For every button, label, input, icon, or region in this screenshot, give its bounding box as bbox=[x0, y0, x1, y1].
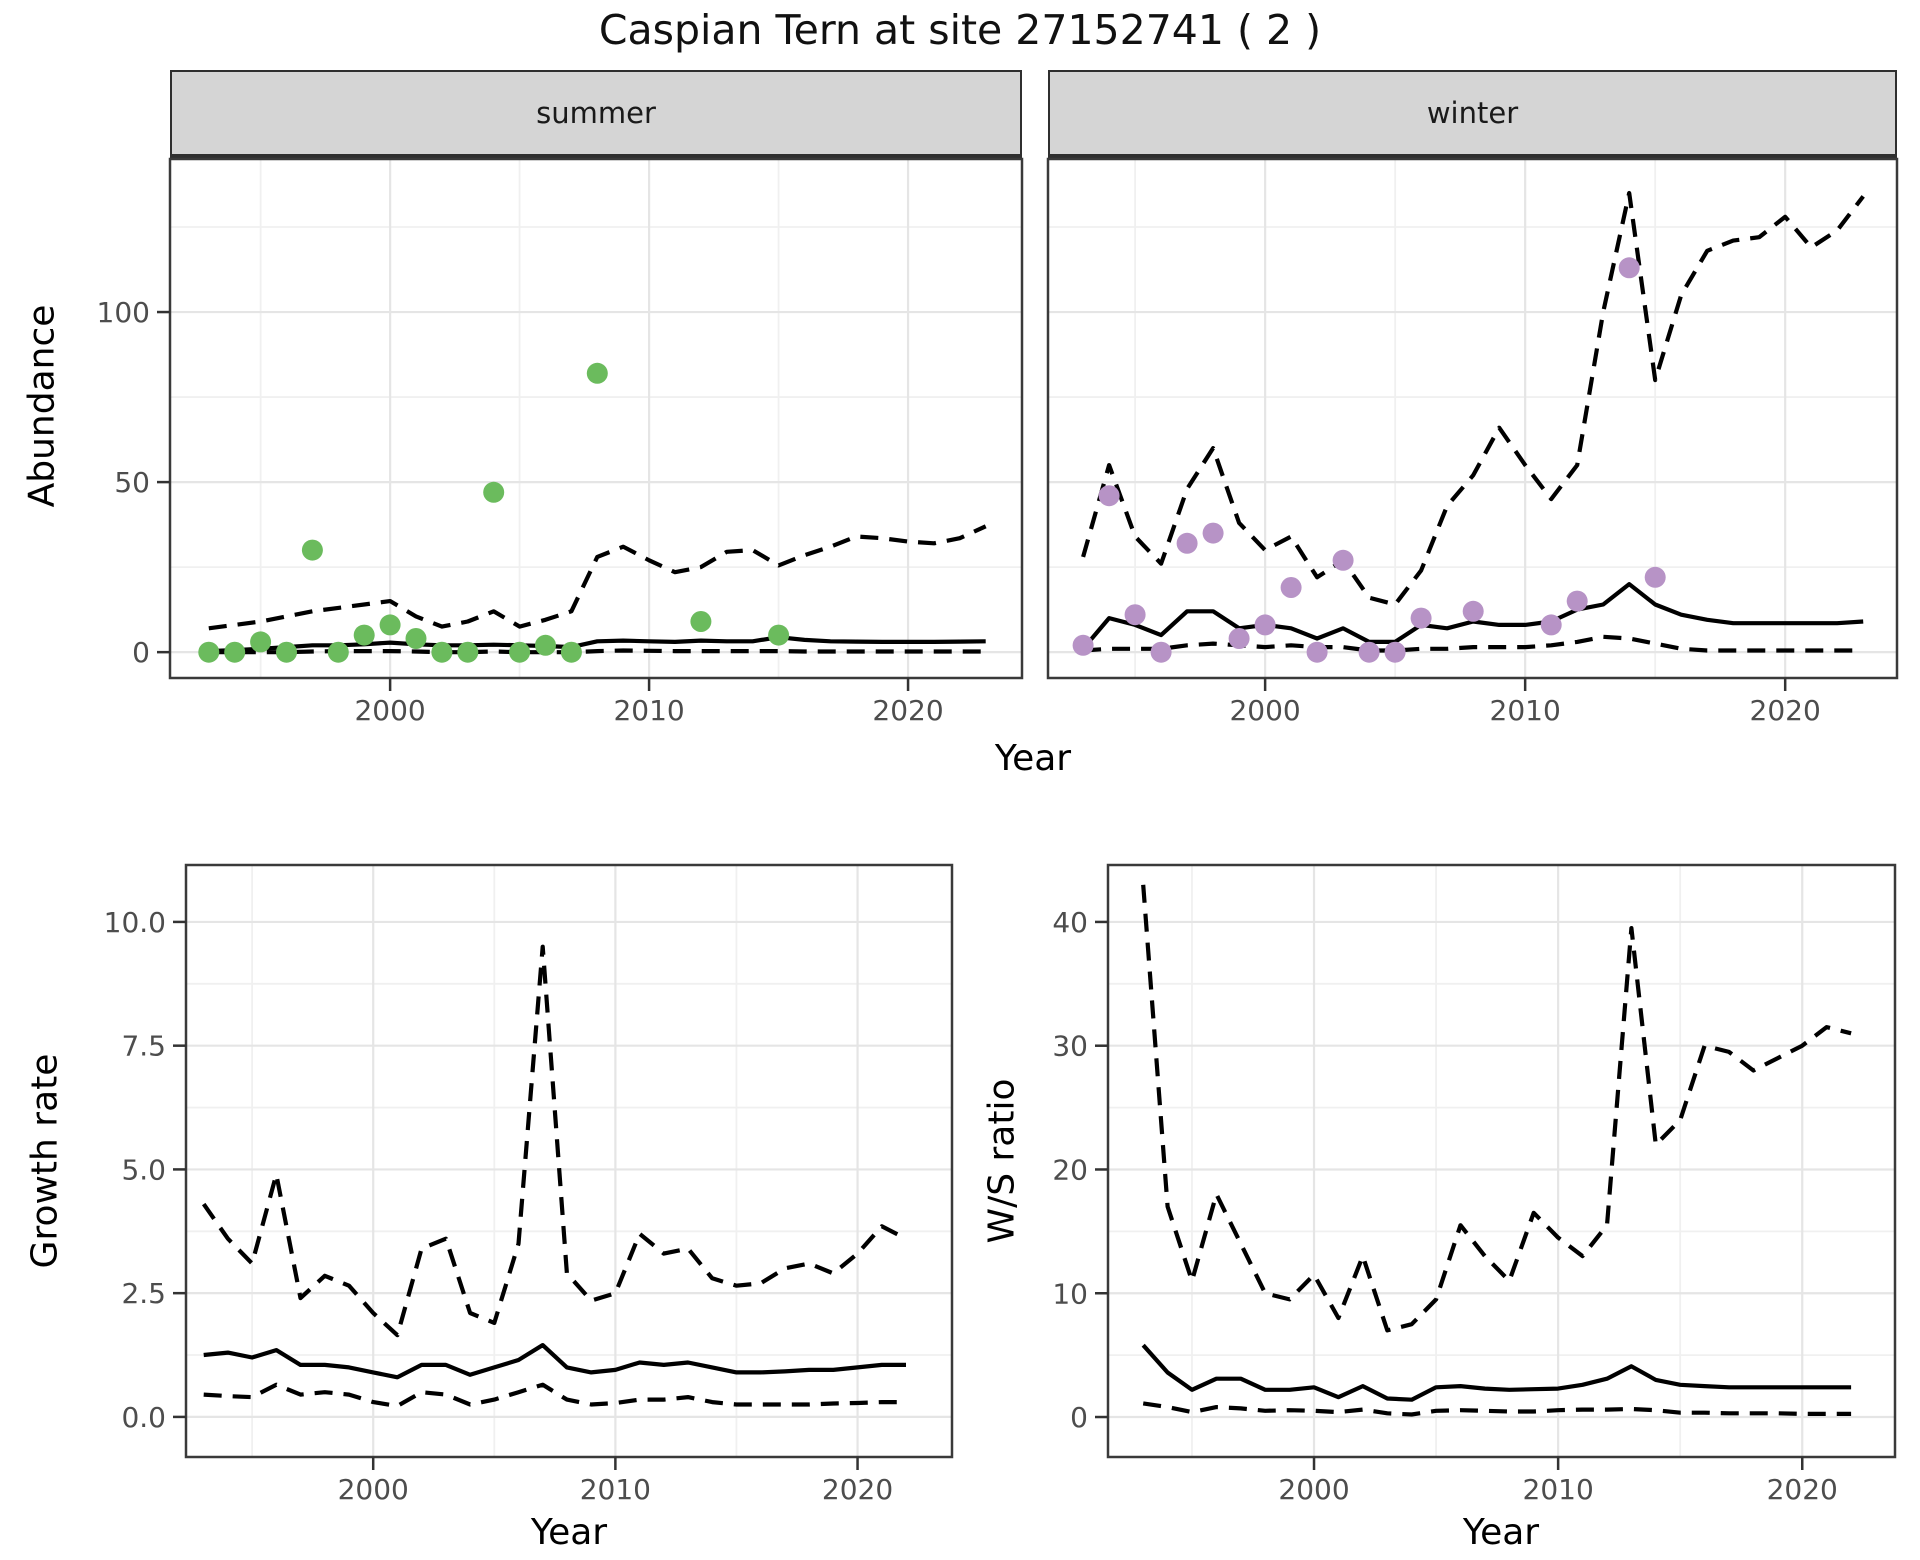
data-point bbox=[250, 631, 272, 653]
data-point bbox=[483, 481, 505, 503]
series-lower-ci bbox=[1142, 1401, 1852, 1417]
y-tick-label: 40 bbox=[1052, 906, 1088, 939]
data-point bbox=[353, 624, 375, 646]
data-point bbox=[1462, 600, 1484, 622]
panel-background bbox=[170, 159, 1022, 678]
panel-background bbox=[186, 865, 952, 1457]
data-point bbox=[1306, 641, 1328, 663]
data-point bbox=[405, 628, 427, 649]
y-tick-label: 10.0 bbox=[104, 906, 166, 939]
x-tick-label: 2020 bbox=[872, 694, 943, 727]
facet-strip-summer-label: summer bbox=[536, 96, 656, 130]
y-tick-label: 0.0 bbox=[121, 1401, 166, 1434]
x-tick-label: 2000 bbox=[338, 1473, 409, 1506]
panel-abundance_winter: 2000 2010 2020 bbox=[1046, 157, 1899, 727]
y-tick-label: 2.5 bbox=[121, 1277, 166, 1310]
x-tick-label: 2020 bbox=[822, 1473, 893, 1506]
data-point bbox=[198, 641, 220, 663]
data-point bbox=[509, 641, 531, 663]
data-point bbox=[276, 641, 297, 663]
data-point bbox=[1332, 549, 1354, 571]
data-point bbox=[1228, 628, 1250, 649]
x-tick-label: 2020 bbox=[1750, 694, 1821, 727]
series-upper-ci bbox=[208, 524, 987, 631]
panel-background bbox=[1048, 159, 1897, 678]
panel-abundance_summer: 2000 2010 2020 0 50 100 bbox=[97, 157, 1024, 727]
y-tick-label: 0 bbox=[132, 636, 150, 669]
panel-background bbox=[1108, 865, 1895, 1457]
series-lower-ci bbox=[1082, 634, 1864, 653]
data-point bbox=[1176, 532, 1198, 554]
data-point bbox=[768, 624, 790, 646]
y-tick-label: 30 bbox=[1052, 1030, 1088, 1063]
data-point bbox=[586, 362, 608, 384]
data-point bbox=[1358, 641, 1380, 663]
top-year-axis-title: Year bbox=[994, 738, 1072, 779]
panel-border bbox=[168, 157, 1024, 680]
data-point bbox=[457, 641, 479, 663]
series-median bbox=[203, 1342, 906, 1380]
data-point bbox=[1202, 522, 1224, 544]
x-tick-label: 2010 bbox=[613, 694, 684, 727]
data-point bbox=[1410, 607, 1432, 629]
series-upper-ci bbox=[201, 944, 907, 1338]
x-tick-label: 2000 bbox=[1229, 694, 1300, 727]
series-upper-ci bbox=[1141, 884, 1852, 1333]
data-point bbox=[327, 641, 349, 663]
data-point bbox=[1280, 577, 1302, 598]
data-point bbox=[690, 611, 712, 632]
data-point bbox=[1618, 257, 1640, 279]
y-tick-label: 20 bbox=[1052, 1153, 1088, 1186]
facet-strip-winter: winter bbox=[1048, 70, 1897, 158]
data-point bbox=[1098, 485, 1120, 507]
data-point bbox=[1644, 566, 1666, 588]
facet-strip-winter-label: winter bbox=[1426, 96, 1519, 130]
data-point bbox=[560, 641, 582, 663]
panel-border bbox=[1106, 863, 1897, 1459]
growth-year-axis-title: Year bbox=[530, 1512, 608, 1553]
x-tick-label: 2010 bbox=[1490, 694, 1561, 727]
x-tick-label: 2010 bbox=[580, 1473, 651, 1506]
facet-strip-summer: summer bbox=[170, 70, 1022, 158]
data-point bbox=[301, 539, 323, 561]
x-tick-label: 2010 bbox=[1523, 1473, 1594, 1506]
y-tick-label: 7.5 bbox=[121, 1030, 166, 1063]
x-tick-label: 2020 bbox=[1767, 1473, 1838, 1506]
y-tick-label: 10 bbox=[1052, 1277, 1088, 1310]
data-point bbox=[224, 641, 246, 663]
series-upper-ci bbox=[1081, 190, 1865, 607]
data-point bbox=[1150, 641, 1172, 663]
data-point bbox=[535, 634, 556, 656]
series-lower-ci bbox=[203, 1382, 906, 1409]
data-point bbox=[431, 641, 453, 663]
ws-year-axis-title: Year bbox=[1462, 1512, 1540, 1553]
y-tick-label: 5.0 bbox=[121, 1153, 166, 1186]
y-tick-label: 0 bbox=[1070, 1401, 1088, 1434]
y-tick-label: 100 bbox=[97, 296, 150, 329]
data-point bbox=[1254, 614, 1276, 636]
x-tick-label: 2000 bbox=[354, 694, 425, 727]
panel-border bbox=[1046, 157, 1899, 680]
panel-growth_rate: 2000 2010 2020 0.0 2.5 5.0 7.5 10.0 bbox=[104, 863, 954, 1506]
data-point bbox=[1072, 634, 1094, 656]
data-point bbox=[379, 614, 401, 636]
data-point bbox=[1566, 590, 1588, 612]
panel-border bbox=[184, 863, 954, 1459]
series-median bbox=[1141, 1343, 1852, 1402]
panel-ws_ratio: 2000 2010 2020 0 10 20 30 40 bbox=[1052, 863, 1897, 1506]
data-point bbox=[1384, 641, 1406, 663]
figure-title: Caspian Tern at site 27152741 ( 2 ) bbox=[598, 6, 1322, 54]
y-tick-label: 50 bbox=[114, 466, 150, 499]
data-point bbox=[1124, 604, 1146, 626]
x-tick-label: 2000 bbox=[1278, 1473, 1349, 1506]
data-point bbox=[1540, 614, 1562, 636]
